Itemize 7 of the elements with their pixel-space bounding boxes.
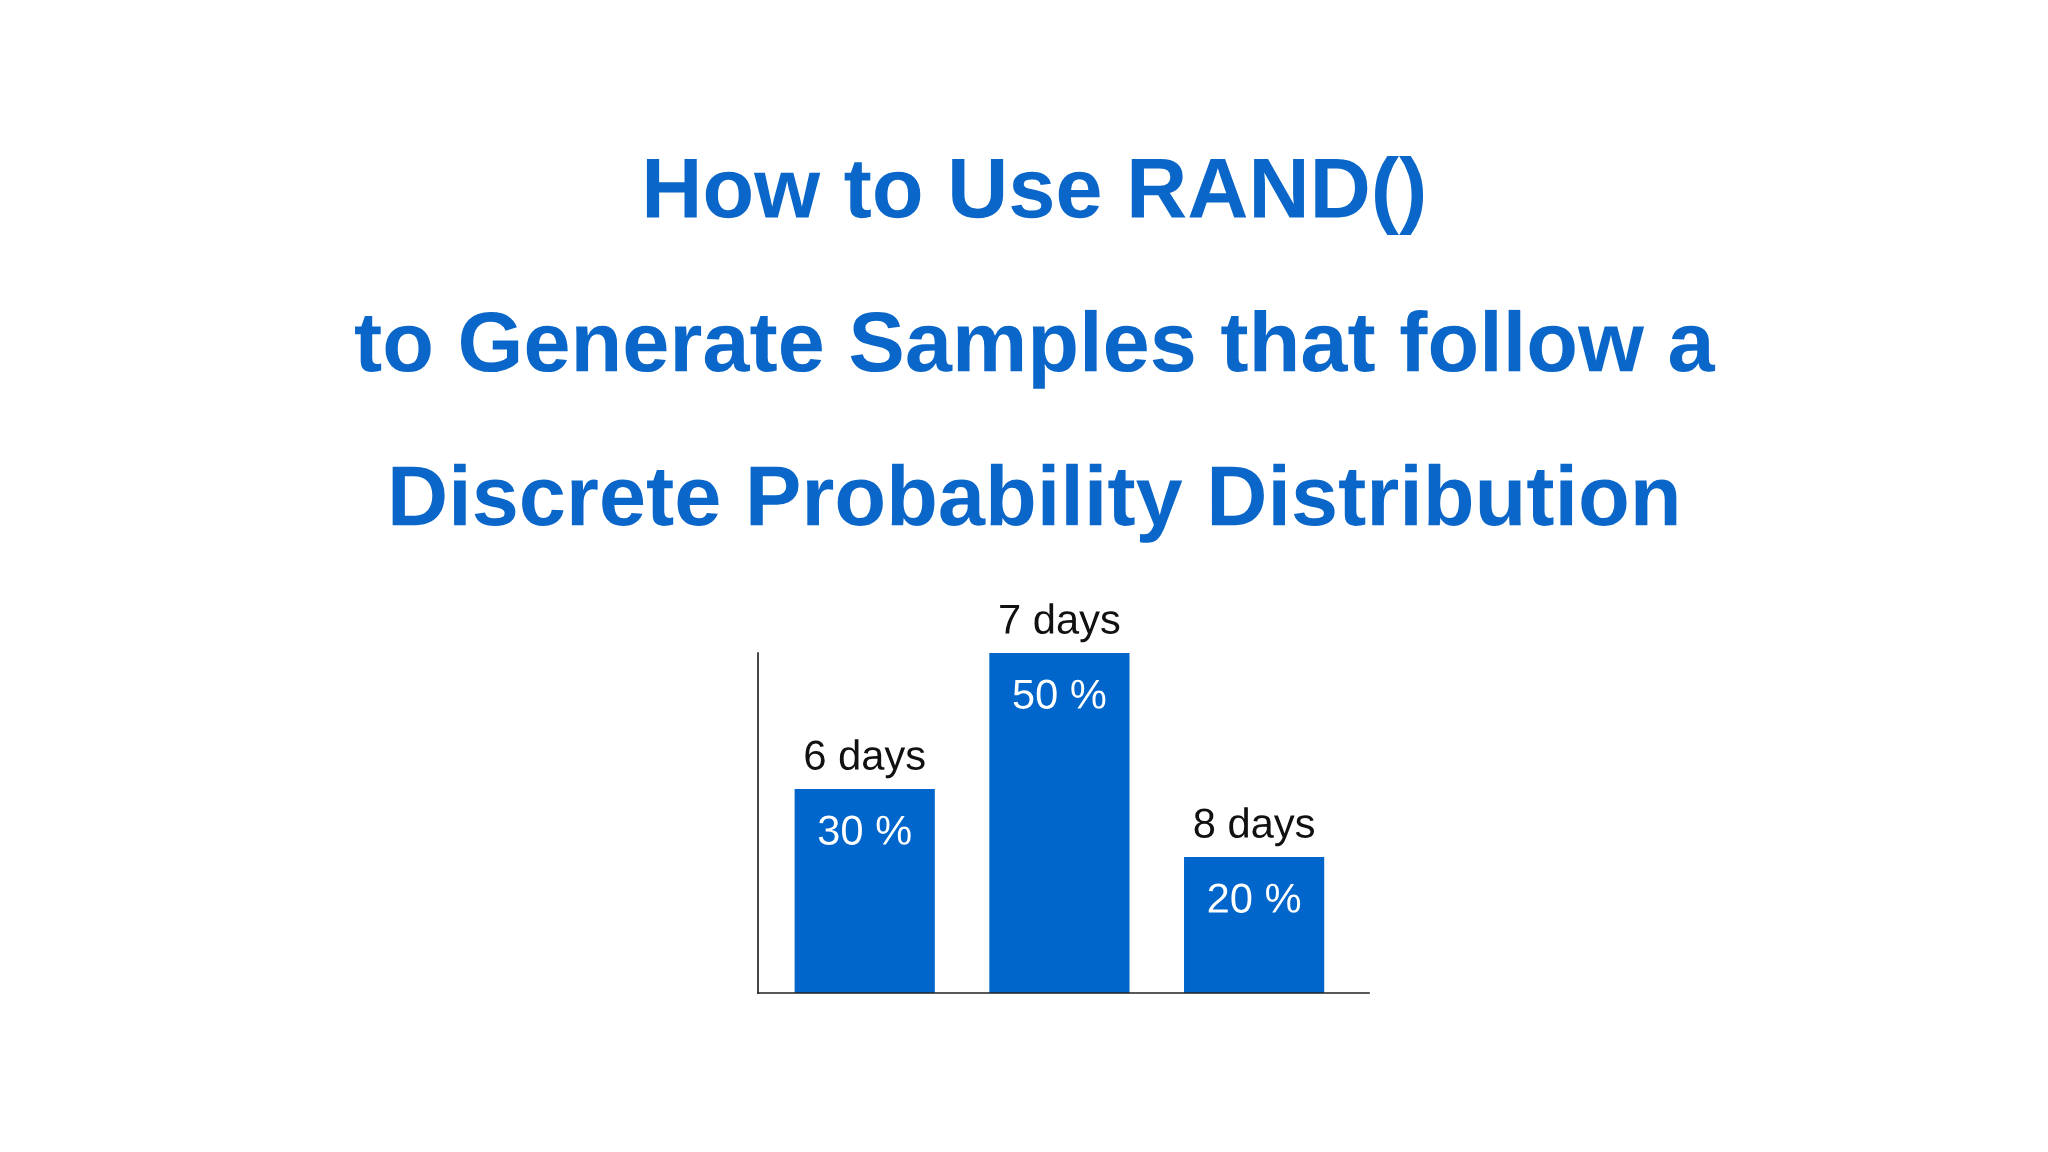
x-tick-label: 7 days (1000, 603, 1120, 643)
x-tick-label: 6 days (805, 739, 925, 779)
x-tick-label: 8 days (1194, 807, 1314, 847)
chart-title: How to Use RAND() to Generate Samples that follow a Discrete Probability Distribution (355, 156, 1716, 543)
data-label: 30 % (818, 815, 911, 845)
data-label: 50 % (1013, 679, 1106, 709)
data-label: 20 % (1208, 883, 1301, 913)
